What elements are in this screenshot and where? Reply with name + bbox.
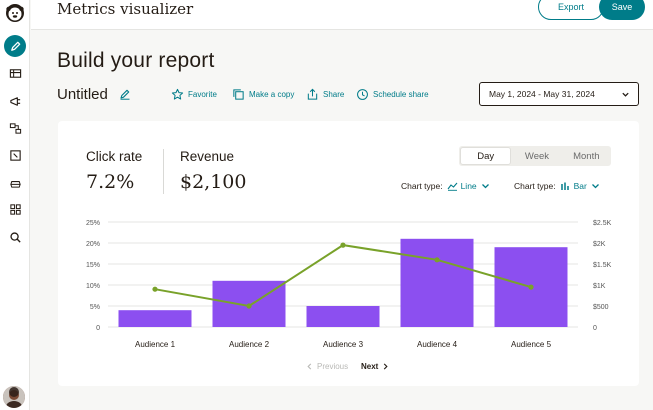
chevron-down-icon [591,184,599,189]
tab-month[interactable]: Month [573,150,600,162]
edit-name-icon[interactable] [119,88,131,100]
line-series [154,244,532,308]
chart-type-label-2: Chart type: [514,181,556,191]
nav-campaigns[interactable] [4,62,26,84]
report-card: Click rate 7.2% Revenue $2,100 Day Week … [58,121,639,386]
share-label: Share [323,90,345,99]
y-left-tick-label: 10% [86,283,100,290]
line-chart-icon [447,182,457,191]
grid-icon [9,203,21,215]
chevron-down-icon [622,92,629,97]
mailchimp-logo[interactable] [4,2,26,24]
previous-label: Previous [317,362,349,371]
y-right-tick-label: $1.5K [593,262,612,269]
bar-chart-icon [560,182,569,190]
x-category-label: Audience 2 [229,340,270,349]
avatar[interactable] [3,386,25,408]
date-range-value: May 1, 2024 - May 31, 2024 [489,89,595,99]
share-icon [307,88,318,100]
schedule-share-button[interactable]: Schedule share [356,88,429,101]
y-right-tick-label: $2K [593,241,606,248]
chart-type-label-1: Chart type: [401,181,443,191]
top-bar: Metrics visualizer Export Save [31,0,653,30]
tab-week[interactable]: Week [524,150,550,162]
line-point [246,303,252,309]
line-point [528,284,534,290]
y-right-tick-label: $2.5K [593,220,612,227]
line-point [152,286,158,292]
metric-divider [163,149,164,194]
export-button[interactable]: Export [538,0,604,20]
x-category-label: Audience 5 [511,340,552,349]
nav-integrations[interactable] [4,198,26,220]
content-icon [9,149,21,161]
y-left-tick-label: 5% [90,304,100,311]
click-rate-value: 7.2% [86,171,135,193]
line-chart-type-select[interactable]: Chart type: Line [401,181,491,191]
megaphone-icon [9,96,20,106]
bar-chart-type-select[interactable]: Chart type: Bar [514,181,601,191]
y-right-tick-label: $1K [593,283,606,290]
granularity-tabs: Day Week Month [459,146,611,166]
next-label: Next [361,362,379,371]
chart-type-value-1: Line [460,181,477,191]
favorite-button[interactable]: Favorite [171,88,217,101]
date-range-select[interactable]: May 1, 2024 - May 31, 2024 [479,82,639,106]
line-point [434,257,440,263]
page-title: Build your report [57,49,215,72]
y-left-tick-label: 20% [86,241,100,248]
schedule-share-label: Schedule share [373,90,429,99]
bar [400,238,474,327]
previous-button[interactable]: Previous [306,362,348,371]
chevron-left-icon [307,363,312,370]
save-button[interactable]: Save [599,0,645,20]
nav-content[interactable] [4,144,26,166]
search-icon [9,231,21,243]
revenue-label: Revenue [180,149,235,164]
share-button[interactable]: Share [306,88,344,101]
bar [118,310,192,327]
app-title: Metrics visualizer [57,0,194,18]
chevron-right-icon [384,363,388,370]
nav-search[interactable] [4,226,26,248]
make-copy-label: Make a copy [249,90,295,99]
sidebar [0,0,30,410]
x-category-label: Audience 1 [135,340,176,349]
y-right-tick-label: $500 [593,304,609,311]
revenue-value: $2,100 [180,171,247,193]
x-category-label: Audience 4 [417,340,458,349]
click-rate-label: Click rate [86,149,143,164]
chevron-down-icon [481,184,489,189]
favorite-label: Favorite [188,90,217,99]
nav-create[interactable] [4,35,26,57]
clock-icon [357,89,368,100]
y-left-tick-label: 15% [86,262,100,269]
tab-day[interactable]: Day [460,147,512,165]
y-left-tick-label: 25% [86,220,100,227]
report-name[interactable]: Untitled [57,86,108,103]
next-button[interactable]: Next [361,362,389,371]
star-icon [171,88,184,100]
y-right-tick-label: 0 [593,325,597,332]
nav-marketing[interactable] [4,90,26,112]
line-point [340,242,346,248]
copy-icon [233,89,244,100]
y-left-tick-label: 0 [96,325,100,332]
nav-automations[interactable] [4,117,26,139]
combo-chart: 0 0 5% $500 10% $1K 15% $1.5K 20% $2K 25% $2.5K Audi… [86,220,612,349]
x-category-label: Audience 3 [323,340,364,349]
campaigns-icon [9,68,21,78]
pencil-icon [10,41,20,51]
make-copy-button[interactable]: Make a copy [232,88,294,101]
chart-type-value-2: Bar [573,181,587,191]
audience-icon [9,180,21,188]
automation-icon [9,122,21,134]
bar [306,306,380,327]
nav-audience[interactable] [4,171,26,193]
